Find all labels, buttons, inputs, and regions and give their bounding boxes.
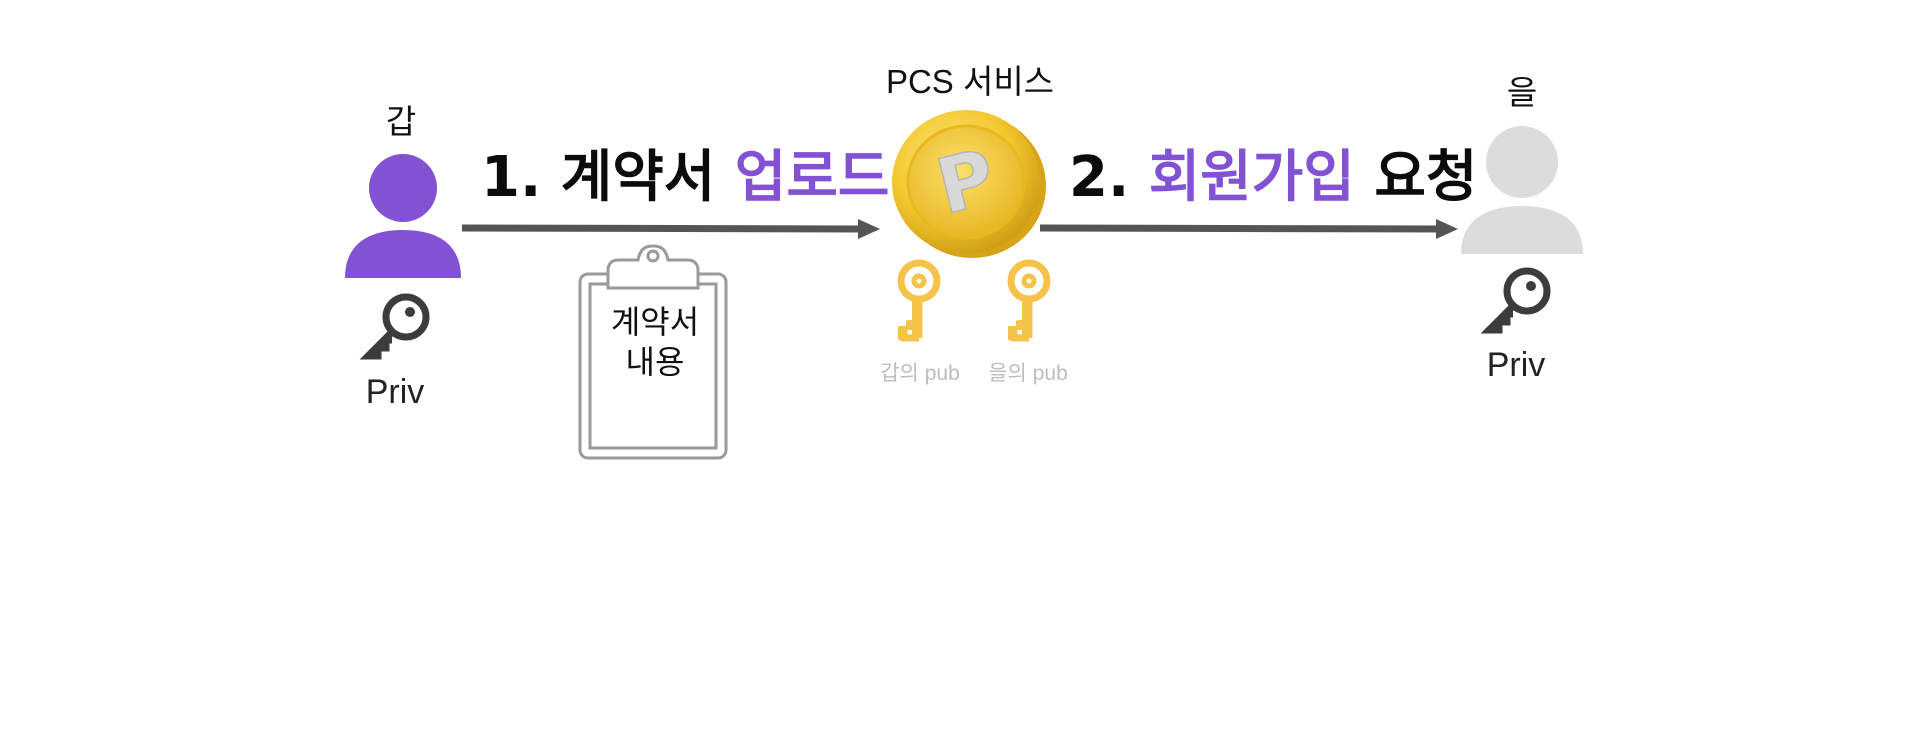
contract-document-text: 계약서 내용: [611, 302, 699, 382]
party-a-key-icon: [359, 293, 430, 360]
party-a-pub-key-icon: [897, 259, 941, 342]
party-a-person-icon: [345, 154, 461, 278]
party-b-pub-label: 을의 pub: [988, 362, 1068, 385]
party-b-person-icon: [1461, 126, 1583, 254]
step2-suffix: 요청: [1354, 145, 1478, 210]
arrow-signup-request: [1039, 219, 1458, 239]
arrow-upload: [461, 219, 880, 239]
contract-line2: 내용: [625, 343, 685, 381]
party-a-key-label: Priv: [365, 373, 425, 411]
step2-accent: 회원가입: [1148, 145, 1355, 210]
step1-prefix: 1. 계약서: [481, 145, 735, 210]
party-a-pub-label: 갑의 pub: [880, 362, 960, 385]
party-b-label: 을: [1506, 73, 1538, 112]
step1-accent: 업로드: [734, 145, 890, 210]
service-label: PCS 서비스: [885, 63, 1055, 100]
step2-prefix: 2.: [1069, 145, 1149, 210]
party-a-label: 갑: [385, 102, 417, 141]
party-b-key-icon: [1480, 267, 1551, 334]
step1-label: 1. 계약서 업로드: [481, 132, 889, 213]
party-b-pub-key-icon: [1007, 259, 1051, 342]
contract-line1: 계약서: [610, 303, 700, 341]
party-b-key-label: Priv: [1486, 346, 1546, 384]
pcs-coin-icon: P: [892, 110, 1046, 258]
step2-label: 2. 회원가입 요청: [1069, 132, 1477, 213]
contract-clipboard-icon: [578, 244, 728, 460]
